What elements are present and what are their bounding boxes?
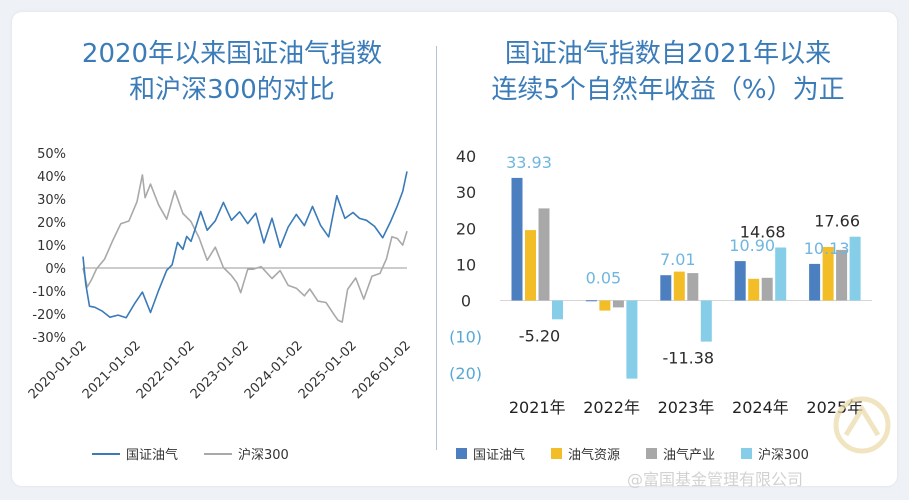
bar-legend-item-youqiziyuan: 油气资源 [551, 444, 620, 463]
line-chart-legend: 国证油气 沪深300 [92, 444, 289, 463]
data-label: 10.13 [804, 239, 850, 258]
y-tick-label: -10% [32, 285, 66, 300]
bar [748, 278, 760, 301]
bar-chart-title-line-2: 连续5个自然年收益（%）为正 [491, 75, 845, 105]
bar-chart-title-line-1: 国证油气指数自2021年以来 [504, 39, 832, 69]
bar-y-tick-label: (10) [449, 328, 482, 347]
bar-x-tick-label: 2022年 [583, 398, 640, 417]
data-label: 0.05 [586, 269, 622, 288]
bar-legend-label-guozheng: 国证油气 [473, 448, 526, 463]
bar-chart-title: 国证油气指数自2021年以来 连续5个自然年收益（%）为正 [448, 36, 888, 108]
bar-chart-legend: 国证油气 油气资源 油气产业 沪深300 [456, 444, 809, 463]
bar-y-tick-label: 0 [461, 292, 471, 311]
legend-label-guozheng: 国证油气 [126, 448, 179, 463]
bar [538, 208, 550, 301]
bar [585, 300, 597, 302]
bar [612, 300, 624, 308]
bar-legend-item-hs300: 沪深300 [741, 444, 809, 463]
bar-y-tick-label: (20) [449, 364, 482, 383]
legend-item-hs300: 沪深300 [204, 444, 289, 463]
bar-x-tick-label: 2024年 [732, 398, 789, 417]
bar [511, 177, 523, 301]
data-label: 14.68 [740, 223, 786, 242]
bar-y-tick-label: 30 [456, 183, 476, 202]
y-tick-label: 20% [37, 216, 66, 231]
bar [700, 300, 712, 342]
bar [660, 275, 672, 301]
data-label: 10.90 [729, 236, 775, 255]
legend-swatch-guozheng [92, 452, 120, 455]
bar-legend-swatch-youqiziyuan [551, 448, 563, 459]
y-tick-label: 30% [37, 193, 66, 208]
y-tick-label: 50% [37, 147, 66, 162]
bar-legend-label-hs300: 沪深300 [758, 448, 809, 463]
bar-legend-swatch-hs300 [741, 448, 753, 459]
data-label: 7.01 [660, 250, 696, 269]
bar [673, 271, 685, 301]
bar [775, 247, 787, 301]
bar [822, 247, 834, 301]
y-tick-label: 40% [37, 170, 66, 185]
legend-label-hs300: 沪深300 [238, 448, 289, 463]
bar-legend-swatch-guozheng [456, 448, 467, 459]
bar-y-tick-label: 40 [456, 147, 476, 166]
panel-divider [436, 46, 437, 450]
data-label: 17.66 [814, 212, 860, 231]
y-tick-label: -20% [32, 308, 66, 323]
bar-legend-label-youqichanye: 油气产业 [663, 448, 716, 463]
legend-swatch-hs300 [204, 452, 233, 455]
legend-item-guozheng: 国证油气 [92, 444, 178, 463]
bar-x-tick-label: 2023年 [658, 398, 715, 417]
bar-x-tick-label: 2021年 [509, 398, 566, 417]
bar [552, 300, 563, 320]
watermark-logo-icon [833, 396, 891, 454]
data-label: -5.20 [519, 326, 560, 345]
bar-legend-item-youqichanye: 油气产业 [646, 444, 715, 463]
bar [626, 300, 638, 379]
bar [734, 261, 746, 301]
bar [836, 249, 848, 301]
bar [687, 273, 699, 301]
chart-card [12, 12, 897, 486]
y-tick-label: -30% [32, 331, 66, 346]
bar-legend-label-youqiziyuan: 油气资源 [568, 448, 621, 463]
bar-legend-item-guozheng: 国证油气 [456, 444, 525, 463]
bar-y-tick-label: 10 [456, 255, 476, 274]
bar [761, 277, 773, 301]
series-line-hs300 [82, 174, 408, 323]
bar-legend-swatch-youqichanye [646, 448, 658, 459]
line-chart-title: 2020年以来国证油气指数 和沪深300的对比 [32, 36, 432, 108]
watermark-text: @富国基金管理有限公司 [627, 470, 804, 489]
line-chart-title-line-2: 和沪深300的对比 [129, 75, 335, 105]
bar [525, 230, 536, 301]
bar [849, 236, 861, 301]
data-label: -11.38 [663, 349, 715, 368]
bar [809, 263, 821, 301]
bar-y-tick-label: 20 [456, 219, 476, 238]
bar [599, 300, 611, 311]
series-line-guozheng [82, 171, 408, 319]
line-chart-title-line-1: 2020年以来国证油气指数 [81, 39, 383, 69]
y-tick-label: 10% [37, 239, 66, 254]
data-label: 33.93 [506, 153, 552, 172]
y-tick-label: 0% [45, 262, 66, 277]
